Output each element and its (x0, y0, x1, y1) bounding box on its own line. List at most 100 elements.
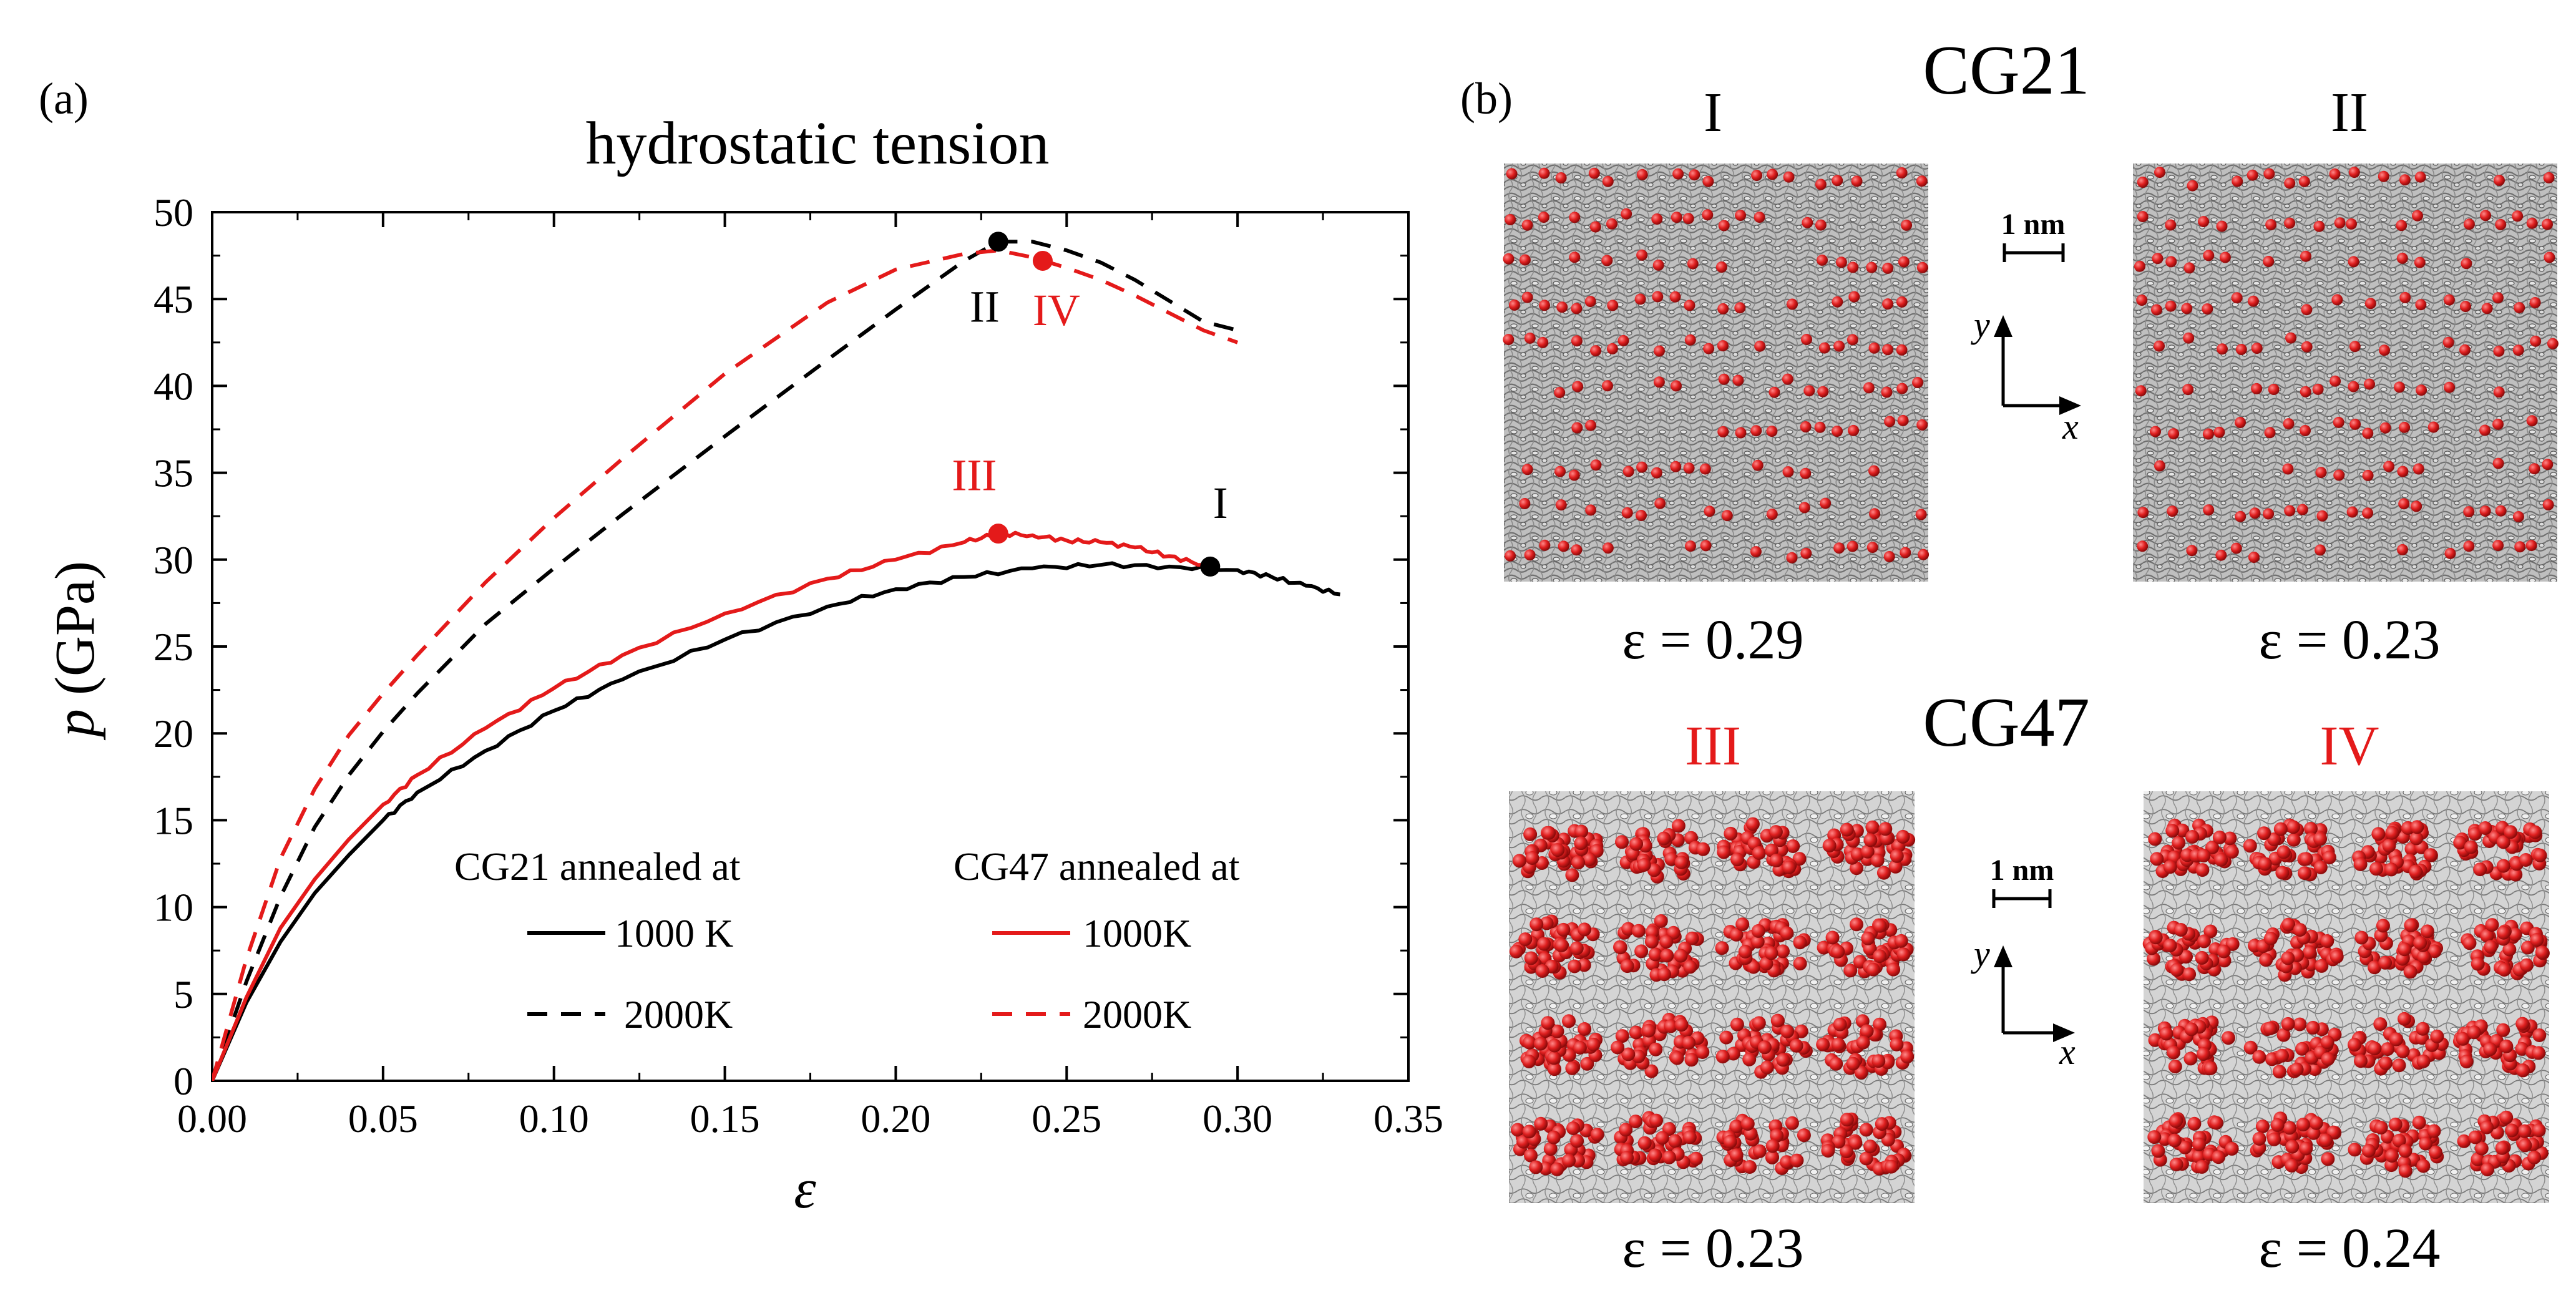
atom (2361, 1144, 2376, 1158)
y-tick-label: 45 (154, 277, 193, 321)
y-tick-label: 10 (154, 886, 193, 930)
atom (2415, 299, 2427, 311)
atom (1724, 826, 1738, 841)
atom (2353, 857, 2368, 871)
atom (2427, 1124, 2441, 1138)
y-tick-label: 50 (154, 190, 193, 235)
snapshot-ii-atoms (2134, 167, 2559, 563)
atom (1856, 1035, 1870, 1050)
point-label-iii: III (952, 450, 997, 500)
atom (1671, 380, 1682, 392)
atom (2379, 344, 2390, 356)
atom (2526, 415, 2538, 427)
atom (2183, 262, 2195, 274)
atom (1766, 509, 1778, 520)
atom (1505, 214, 1516, 225)
atom (2502, 942, 2517, 957)
atom (2183, 332, 2195, 344)
atom (1759, 957, 1773, 971)
atom (1715, 1050, 1730, 1064)
atom (1585, 504, 1597, 516)
atom (2330, 950, 2344, 964)
atom (2284, 177, 2296, 189)
atom (2225, 844, 2239, 859)
atom (1634, 293, 1646, 305)
atom (2163, 860, 2177, 874)
atom (2217, 343, 2228, 355)
atom (1726, 1047, 1740, 1061)
atom (1647, 863, 1661, 877)
atom (2385, 826, 2399, 840)
atom (2252, 1131, 2266, 1146)
atom (1863, 1139, 1878, 1154)
atom (2136, 295, 2148, 306)
atom (2263, 932, 2278, 945)
atom (1637, 858, 1651, 872)
atom (1535, 964, 1549, 978)
plot-frame (211, 211, 1410, 1082)
series-line-3 (212, 530, 1204, 1081)
atom (2519, 853, 2533, 867)
atom (2265, 219, 2277, 230)
atom (2362, 469, 2374, 481)
atom (1738, 945, 1752, 959)
atom (1912, 377, 1924, 388)
atom (2195, 1159, 2209, 1174)
atom (2172, 836, 2186, 850)
x-tick-label: 0.10 (519, 1096, 589, 1141)
atom (2159, 1027, 2174, 1041)
atom (2252, 1050, 2266, 1064)
atom (2410, 820, 2424, 834)
atom (2444, 547, 2456, 559)
atom (1734, 302, 1746, 314)
atom (2396, 220, 2408, 232)
atom (2543, 172, 2555, 183)
atom (1613, 940, 1627, 955)
atom (2512, 511, 2524, 522)
scale-bar-label-bottom: 1 nm (1990, 854, 2054, 887)
atom (1718, 220, 1730, 232)
atom (1556, 922, 1571, 937)
atom (1689, 1151, 1703, 1166)
atom (1900, 547, 1911, 559)
atom (2263, 168, 2275, 180)
atom (1780, 926, 1794, 940)
atom (1782, 860, 1796, 874)
atom (1653, 376, 1665, 388)
atom (2322, 851, 2336, 865)
atom (1606, 218, 1617, 230)
atom (1682, 1036, 1696, 1050)
atom (2424, 848, 2437, 862)
atom (2397, 544, 2408, 555)
scale-bar-label-top: 1 nm (2001, 208, 2066, 241)
atom (1901, 219, 1913, 231)
atom (1674, 1018, 1689, 1032)
atom (1524, 332, 1536, 344)
atom (2285, 1158, 2299, 1173)
legend-cg21-title: CG21 annealed at (454, 844, 741, 889)
atom (1750, 935, 1765, 949)
atom (2235, 510, 2247, 522)
atom (1717, 340, 1729, 352)
atom (2267, 832, 2281, 846)
snapshot-iii (1509, 791, 1916, 1203)
atom (1866, 542, 1878, 554)
atom (1670, 461, 1682, 472)
atom (1715, 941, 1729, 955)
atom (1916, 175, 1928, 187)
atom (2152, 253, 2164, 265)
atom (1551, 843, 1565, 857)
atom (1571, 856, 1586, 870)
atom (1569, 941, 1584, 955)
atom (2263, 1022, 2277, 1035)
atom (1882, 262, 1894, 274)
atom (2182, 384, 2194, 396)
atom (2321, 1152, 2335, 1166)
atom (2301, 341, 2313, 353)
y-axis-label-symbol: p (44, 709, 106, 741)
atom (1847, 540, 1858, 552)
atom (1590, 459, 1602, 471)
snapshot-i-mesh (1504, 163, 1928, 582)
atom (1570, 1134, 1584, 1148)
atom (2374, 1121, 2388, 1134)
